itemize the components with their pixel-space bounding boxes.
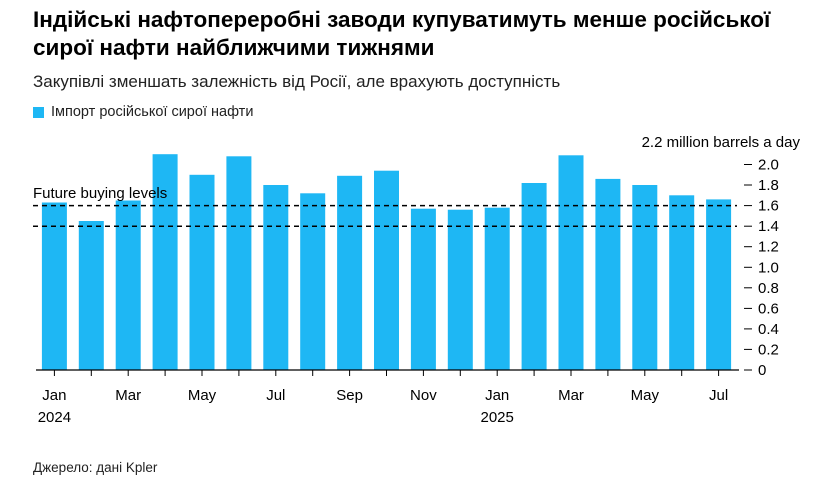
x-tick-label-month: May [631, 387, 660, 404]
y-tick-label: 2.0 [758, 157, 779, 174]
future-buying-levels-annotation: Future buying levels [33, 185, 167, 202]
source-note: Джерело: дані Kpler [33, 460, 158, 475]
legend-swatch [33, 106, 44, 118]
x-tick-label-month: Mar [558, 387, 584, 404]
bar-2024-05 [189, 174, 215, 370]
y-axis: 0 0.2 0.4 0.6 0.8 1.0 1.2 1.4 1.6 1.8 2.0 [744, 157, 779, 379]
bar-2025-07 [706, 199, 732, 370]
bar-2025-02 [521, 183, 547, 370]
bar-2024-11 [410, 208, 436, 370]
y-tick-label: 1.0 [758, 259, 779, 276]
y-tick-label: 1.4 [758, 218, 779, 235]
bar-2024-01 [41, 202, 67, 370]
legend-label: Імпорт російської сирої нафти [51, 104, 254, 120]
x-tick-label-month: Mar [115, 387, 141, 404]
y-tick-label: 0.6 [758, 300, 779, 317]
x-tick-label-month: Jul [709, 387, 728, 404]
x-axis: Jan 2024 Mar May Jul Sep Nov Jan 2025 Mar May Jul [36, 369, 739, 426]
x-tick-label-month: Jan [485, 387, 509, 404]
bar-2024-07 [263, 185, 289, 370]
x-tick-label-month: Nov [410, 387, 437, 404]
y-tick-label: 0 [758, 362, 766, 379]
bar-2025-04 [595, 178, 621, 370]
bar-2024-02 [78, 221, 104, 370]
legend: Імпорт російської сирої нафти [33, 104, 253, 120]
x-tick-label-year: 2024 [38, 409, 71, 426]
bar-2025-03 [558, 155, 584, 370]
bars-group [41, 154, 732, 370]
x-tick-label-month: Jul [266, 387, 285, 404]
y-tick-label: 0.8 [758, 280, 779, 297]
y-tick-label: 1.8 [758, 177, 779, 194]
bar-2025-06 [669, 195, 695, 370]
reference-lines-group [33, 204, 737, 227]
chart-subtitle: Закупівлі зменшать залежність від Росії,… [33, 72, 561, 91]
chart-title: Індійські нафтопереробні заводи купувати… [33, 7, 771, 60]
bar-2024-04 [152, 154, 178, 370]
bar-2025-01 [484, 207, 510, 370]
y-axis-unit-label: 2.2 million barrels a day [642, 134, 801, 151]
bar-2024-12 [447, 209, 473, 370]
y-tick-label: 1.2 [758, 239, 779, 256]
x-tick-label-month: May [188, 387, 217, 404]
x-tick-label-year: 2025 [481, 409, 514, 426]
bar-2024-03 [115, 200, 141, 370]
bar-2024-10 [374, 170, 399, 370]
x-tick-label-month: Sep [336, 387, 363, 404]
bar-2025-05 [632, 185, 658, 370]
y-tick-label: 0.2 [758, 341, 779, 358]
y-tick-label: 0.4 [758, 321, 779, 338]
bar-2024-08 [300, 193, 326, 370]
bar-2024-09 [337, 175, 363, 370]
y-tick-label: 1.6 [758, 198, 779, 215]
x-tick-label-month: Jan [42, 387, 66, 404]
bar-2024-06 [226, 156, 252, 370]
